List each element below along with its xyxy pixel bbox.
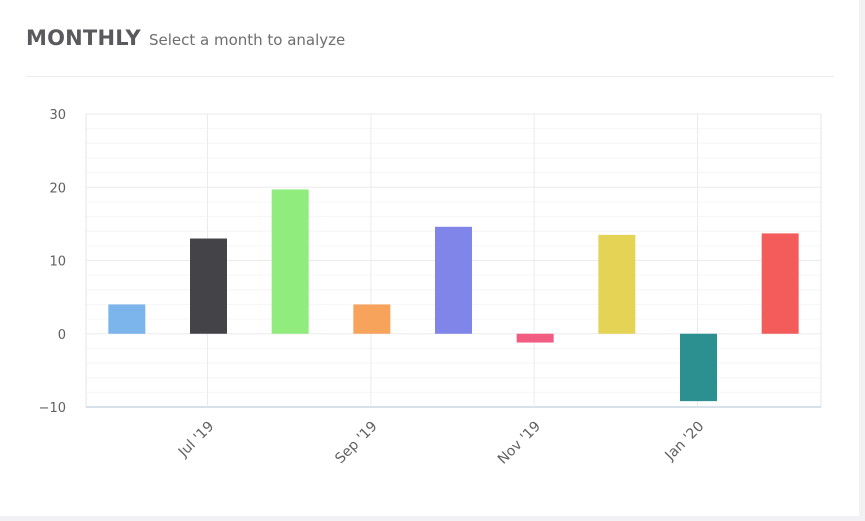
x-tick-label: Nov '19 [495, 419, 544, 468]
y-axis-ticks: −10 0 10 20 30 [39, 108, 66, 416]
y-tick-label: −10 [39, 401, 66, 416]
bar-aug-19 [271, 189, 309, 334]
bar-feb-20 [761, 233, 799, 334]
bar-oct-19 [435, 226, 472, 334]
x-tick-label: Sep '19 [332, 419, 380, 467]
x-tick-label: Jul '19 [175, 419, 217, 461]
header-divider [26, 76, 834, 77]
y-tick-label: 0 [58, 328, 66, 343]
bar-jan-20 [680, 333, 717, 402]
card-header: MONTHLY Select a month to analyze [26, 26, 345, 50]
bar-series [108, 189, 799, 402]
bar-sep-19 [353, 304, 391, 334]
x-axis-ticks: Jul '19 Sep '19 Nov '19 Jan '20 [175, 419, 707, 468]
y-tick-label: 30 [49, 108, 66, 123]
card-title: MONTHLY [26, 26, 141, 50]
y-tick-label: 10 [49, 255, 66, 270]
bar-dec-19 [598, 234, 636, 334]
y-tick-label: 20 [49, 181, 66, 196]
bar-jun-19 [108, 304, 146, 334]
card-subtitle: Select a month to analyze [148, 31, 346, 49]
bar-jul-19 [190, 238, 227, 334]
bar-nov-19 [516, 333, 554, 343]
x-tick-label: Jan '20 [662, 419, 708, 465]
